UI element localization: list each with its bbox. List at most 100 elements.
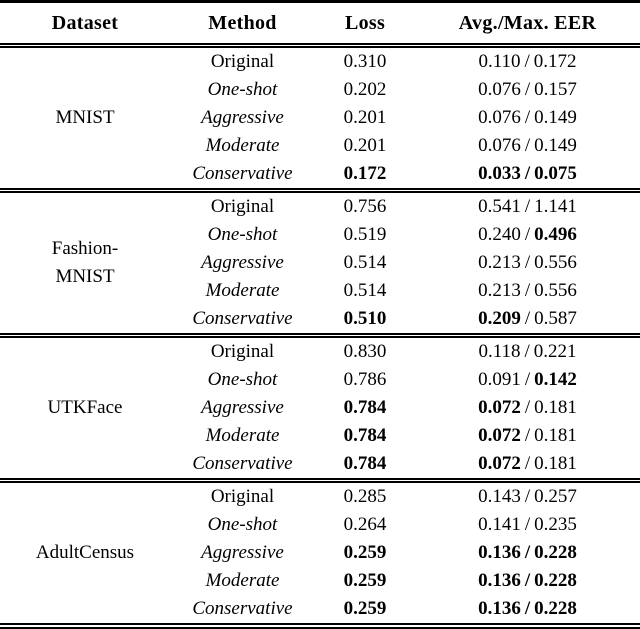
method-label: Aggressive	[201, 542, 284, 563]
method-cell: One-shot	[170, 366, 315, 394]
avg-eer-value: 0.076	[478, 107, 521, 128]
loss-cell: 0.201	[315, 104, 415, 132]
loss-cell: 0.830	[315, 336, 415, 367]
method-label: Original	[210, 51, 275, 72]
eer-cell: 0.141/0.235	[415, 511, 640, 539]
loss-value: 0.259	[343, 598, 387, 619]
loss-value: 0.310	[343, 51, 387, 72]
method-label: Original	[210, 486, 275, 507]
method-label: One-shot	[207, 224, 278, 245]
slash-separator: /	[524, 598, 531, 619]
method-cell: Original	[170, 336, 315, 367]
table-row: Aggressive 0.201 0.076/0.149	[0, 104, 640, 132]
table-row: Aggressive 0.784 0.072/0.181	[0, 394, 640, 422]
max-eer-value: 0.556	[534, 252, 577, 273]
avg-eer-value: 0.072	[478, 453, 521, 474]
avg-eer-value: 0.072	[478, 397, 521, 418]
table-row: Moderate 0.201 0.076/0.149	[0, 132, 640, 160]
loss-cell: 0.756	[315, 191, 415, 222]
slash-separator: /	[524, 107, 531, 128]
table-row: Moderate 0.514 0.213/0.556	[0, 277, 640, 305]
eer-cell: 0.033/0.075	[415, 160, 640, 191]
max-eer-value: 0.556	[534, 280, 577, 301]
slash-separator: /	[524, 542, 531, 563]
avg-eer-value: 0.209	[478, 308, 521, 329]
loss-value: 0.285	[343, 486, 387, 507]
avg-eer-value: 0.110	[478, 51, 521, 72]
loss-cell: 0.259	[315, 539, 415, 567]
eer-cell: 0.076/0.157	[415, 76, 640, 104]
header-row: Dataset Method Loss Avg./Max. EER	[0, 2, 640, 46]
max-eer-value: 0.181	[534, 425, 577, 446]
avg-eer-value: 0.136	[478, 542, 521, 563]
slash-separator: /	[524, 196, 531, 217]
method-cell: Aggressive	[170, 394, 315, 422]
max-eer-value: 0.496	[534, 224, 577, 245]
column-header-eer: Avg./Max. EER	[458, 11, 597, 34]
max-eer-value: 0.149	[534, 107, 577, 128]
loss-cell: 0.510	[315, 305, 415, 336]
eer-cell: 0.072/0.181	[415, 422, 640, 450]
slash-separator: /	[524, 280, 531, 301]
loss-value: 0.784	[343, 453, 387, 474]
max-eer-value: 0.075	[534, 163, 577, 184]
dataset-group-adultcensus: AdultCensus Original 0.285 0.143/0.257 O…	[0, 480, 640, 627]
loss-value: 0.830	[343, 341, 387, 362]
method-label: Original	[210, 341, 275, 362]
max-eer-value: 0.257	[534, 486, 577, 507]
avg-eer-value: 0.141	[478, 514, 521, 535]
method-cell: Aggressive	[170, 539, 315, 567]
method-cell: Conservative	[170, 305, 315, 336]
eer-cell: 0.136/0.228	[415, 567, 640, 595]
table-row: One-shot 0.264 0.141/0.235	[0, 511, 640, 539]
method-cell: One-shot	[170, 511, 315, 539]
column-header-dataset: Dataset	[51, 11, 119, 34]
max-eer-value: 0.181	[534, 453, 577, 474]
slash-separator: /	[524, 486, 531, 507]
slash-separator: /	[524, 163, 531, 184]
max-eer-value: 0.221	[533, 341, 577, 362]
eer-cell: 0.240/0.496	[415, 221, 640, 249]
avg-eer-value: 0.136	[478, 598, 521, 619]
method-label: Conservative	[192, 308, 293, 329]
avg-eer-value: 0.033	[478, 163, 521, 184]
avg-eer-value: 0.076	[478, 79, 521, 100]
loss-value: 0.264	[343, 514, 387, 535]
avg-eer-value: 0.213	[478, 280, 521, 301]
table-row: MNIST Original 0.310 0.110/0.172	[0, 46, 640, 128]
method-cell: Original	[170, 191, 315, 222]
avg-eer-value: 0.076	[478, 135, 521, 156]
max-eer-value: 0.172	[533, 51, 577, 72]
table-row: One-shot 0.519 0.240/0.496	[0, 221, 640, 249]
loss-cell: 0.259	[315, 567, 415, 595]
method-cell: One-shot	[170, 221, 315, 249]
avg-eer-value: 0.136	[478, 570, 521, 591]
max-eer-value: 0.181	[534, 397, 577, 418]
avg-eer-value: 0.091	[478, 369, 521, 390]
method-cell: Conservative	[170, 160, 315, 191]
method-cell: Conservative	[170, 450, 315, 481]
loss-cell: 0.514	[315, 249, 415, 277]
method-label: Conservative	[192, 453, 293, 474]
slash-separator: /	[524, 79, 531, 100]
table-row: UTKFace Original 0.830 0.118/0.221	[0, 336, 640, 418]
loss-value: 0.784	[343, 397, 387, 418]
method-cell: Aggressive	[170, 104, 315, 132]
avg-eer-value: 0.072	[478, 425, 521, 446]
dataset-cell: UTKFace	[47, 397, 123, 418]
table-row: Conservative 0.172 0.033/0.075	[0, 160, 640, 191]
method-cell: Conservative	[170, 595, 315, 626]
eer-cell: 0.213/0.556	[415, 249, 640, 277]
max-eer-value: 0.235	[534, 514, 577, 535]
table-row: Fashion- MNIST Original 0.756 0.541/1.14…	[0, 191, 640, 287]
loss-cell: 0.519	[315, 221, 415, 249]
slash-separator: /	[524, 369, 531, 390]
table-row: Aggressive 0.259 0.136/0.228	[0, 539, 640, 567]
loss-value: 0.514	[343, 280, 387, 301]
max-eer-value: 0.149	[534, 135, 577, 156]
eer-cell: 0.076/0.149	[415, 132, 640, 160]
eer-cell: 0.136/0.228	[415, 595, 640, 626]
eer-cell: 0.072/0.181	[415, 450, 640, 481]
avg-eer-value: 0.541	[478, 196, 521, 217]
